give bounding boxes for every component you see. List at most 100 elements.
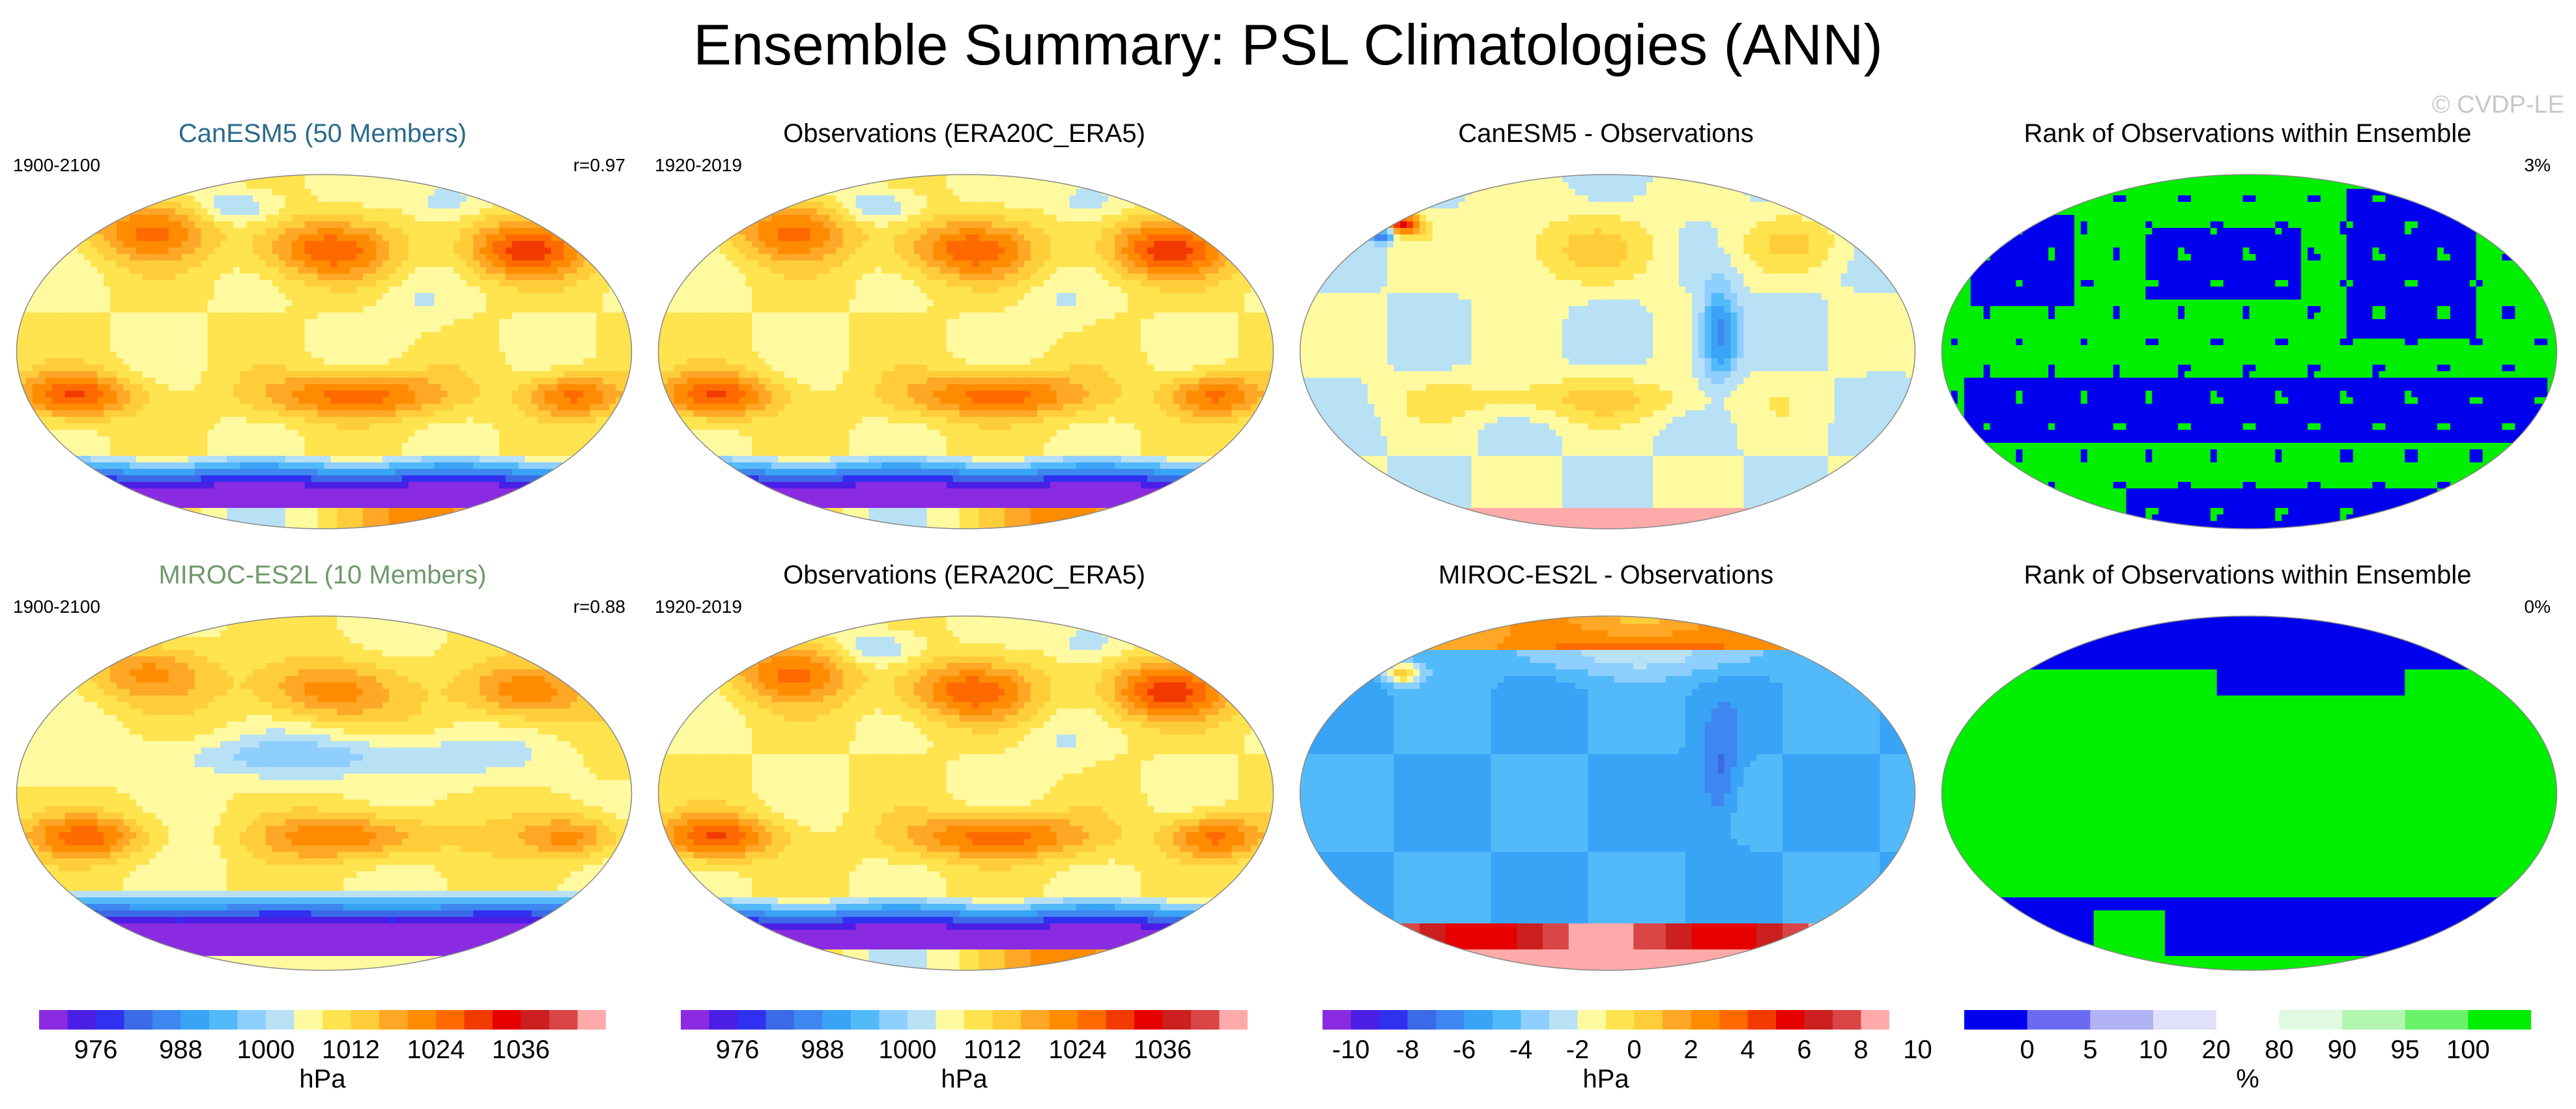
map-outline xyxy=(1299,615,1916,971)
panel-title: CanESM5 - Observations xyxy=(1283,117,1928,150)
colorbar-swatch xyxy=(1663,1010,1691,1030)
period-label: 1920-2019 xyxy=(655,155,742,176)
colorbar-swatch xyxy=(992,1010,1022,1030)
colorbar-tick-label: 6 xyxy=(1797,1035,1811,1065)
colorbar-swatch xyxy=(209,1010,238,1030)
colorbar-swatch xyxy=(407,1010,436,1030)
colorbar-tick-label: -10 xyxy=(1332,1035,1370,1065)
colorbar-swatches xyxy=(1323,1010,1889,1030)
panel-title: Observations (ERA20C_ERA5) xyxy=(642,117,1287,150)
colorbar-swatch xyxy=(2027,1010,2091,1030)
period-label: 1900-2100 xyxy=(13,155,100,176)
colorbar-swatch xyxy=(2405,1010,2469,1030)
map-miroc-mean xyxy=(16,615,633,971)
colorbar-rank: 0 5 10 20 80 90 95 100% xyxy=(1964,1009,2531,1107)
colorbar-tick-label: 100 xyxy=(2446,1035,2490,1065)
map-outline xyxy=(1299,174,1916,529)
panel-observations-2: Observations (ERA20C_ERA5) 1920-2019 xyxy=(642,559,1287,982)
colorbar-swatch xyxy=(709,1010,738,1030)
colorbar-tick-label: 90 xyxy=(2328,1035,2357,1065)
colorbar-swatch xyxy=(1049,1010,1078,1030)
rank-percent-label: 3% xyxy=(2525,155,2551,176)
colorbar-swatch xyxy=(237,1010,266,1030)
colorbar-swatch xyxy=(1833,1010,1861,1030)
map-outline xyxy=(1941,174,2558,529)
colorbar-psl-1: 976 988 1000 1012 1024 1036 hPa xyxy=(39,1009,606,1107)
colorbar-swatch xyxy=(322,1010,351,1030)
colorbar-swatch xyxy=(521,1010,550,1030)
colorbar-tick-label: 20 xyxy=(2201,1035,2231,1065)
colorbar-tick-label: 1000 xyxy=(237,1035,295,1065)
colorbar-swatch xyxy=(794,1010,823,1030)
colorbar-swatch xyxy=(2279,1010,2343,1030)
panel-title: Rank of Observations within Ensemble xyxy=(1925,117,2570,150)
colorbar-swatch xyxy=(822,1010,852,1030)
colorbar-unit: hPa xyxy=(299,1065,345,1094)
pattern-correlation-label: r=0.97 xyxy=(573,155,625,176)
colorbar-swatch xyxy=(2342,1010,2406,1030)
map-outline xyxy=(657,615,1274,971)
colorbar-swatch xyxy=(2090,1010,2154,1030)
colorbar-swatch xyxy=(1379,1010,1408,1030)
colorbar-swatches xyxy=(681,1010,1248,1030)
colorbar-difference: -10 -8 -6 -4 -2 0 2 4 6 8 10 hPa xyxy=(1323,1009,1932,1107)
colorbar-swatch xyxy=(1634,1010,1663,1030)
colorbar-swatch xyxy=(152,1010,181,1030)
colorbar-swatch xyxy=(908,1010,936,1030)
colorbar-swatches xyxy=(1964,1010,2531,1030)
panel-title: Observations (ERA20C_ERA5) xyxy=(642,559,1287,591)
map-field xyxy=(658,616,1274,970)
colorbar-tick-label: -8 xyxy=(1396,1035,1420,1065)
colorbar-tick-label: 1012 xyxy=(322,1035,380,1065)
colorbar-swatch xyxy=(549,1010,578,1030)
colorbar-swatch xyxy=(1776,1010,1805,1030)
colorbar-swatch xyxy=(1219,1010,1248,1030)
map-miroc-difference xyxy=(1299,615,1916,971)
colorbar-swatch xyxy=(737,1010,766,1030)
panel-observations-1: Observations (ERA20C_ERA5) 1920-2019 xyxy=(642,117,1287,540)
panel-canesm5-mean: CanESM5 (50 Members) 1900-2100 r=0.97 xyxy=(0,117,645,540)
colorbar-tick-label: 1000 xyxy=(879,1035,937,1065)
map-outline xyxy=(16,615,633,971)
panel-title: CanESM5 (50 Members) xyxy=(0,117,645,150)
colorbar-swatch xyxy=(464,1010,493,1030)
map-field xyxy=(1300,175,1915,529)
colorbar-swatch xyxy=(964,1010,993,1030)
colorbar-swatch xyxy=(1861,1010,1889,1030)
colorbar-swatch xyxy=(1078,1010,1106,1030)
colorbar-tick-label: -6 xyxy=(1453,1035,1476,1065)
map-field xyxy=(1941,175,2557,529)
colorbar-tick-label: 976 xyxy=(716,1035,760,1065)
colorbar-swatch xyxy=(351,1010,380,1030)
colorbar-swatch xyxy=(1436,1010,1465,1030)
map-field xyxy=(1941,616,2557,970)
panel-title: Rank of Observations within Ensemble xyxy=(1925,559,2570,591)
colorbar-tick-label: 988 xyxy=(801,1035,844,1065)
colorbar-swatch xyxy=(1351,1010,1380,1030)
map-miroc-rank xyxy=(1941,615,2558,971)
colorbar-tick-label: 1036 xyxy=(492,1035,550,1065)
colorbar-swatch xyxy=(1323,1010,1351,1030)
map-field xyxy=(1300,616,1915,970)
colorbar-swatch xyxy=(493,1010,521,1030)
colorbar-tick-label: 1024 xyxy=(407,1035,465,1065)
colorbar-swatch xyxy=(1191,1010,1220,1030)
colorbar-swatch xyxy=(577,1010,606,1030)
period-label: 1920-2019 xyxy=(655,597,742,617)
colorbar-tick-label: -2 xyxy=(1566,1035,1590,1065)
map-canesm5-rank xyxy=(1941,174,2558,529)
map-observations-1 xyxy=(657,174,1274,529)
panel-miroc-rank: Rank of Observations within Ensemble 0% xyxy=(1925,559,2570,982)
colorbar-swatch xyxy=(1606,1010,1635,1030)
panel-canesm5-difference: CanESM5 - Observations xyxy=(1283,117,1928,540)
colorbar-swatch xyxy=(266,1010,294,1030)
colorbar-psl-2: 976 988 1000 1012 1024 1036 hPa xyxy=(681,1009,1248,1107)
panel-miroc-difference: MIROC-ES2L - Observations xyxy=(1283,559,1928,982)
colorbar-tick-label: 0 xyxy=(2020,1035,2035,1065)
map-outline xyxy=(657,174,1274,529)
colorbar-swatch xyxy=(1549,1010,1578,1030)
colorbar-tick-label: 5 xyxy=(2083,1035,2097,1065)
panel-title: MIROC-ES2L - Observations xyxy=(1283,559,1928,591)
colorbar-swatch xyxy=(1134,1010,1163,1030)
colorbar-tick-label: 8 xyxy=(1853,1035,1868,1065)
